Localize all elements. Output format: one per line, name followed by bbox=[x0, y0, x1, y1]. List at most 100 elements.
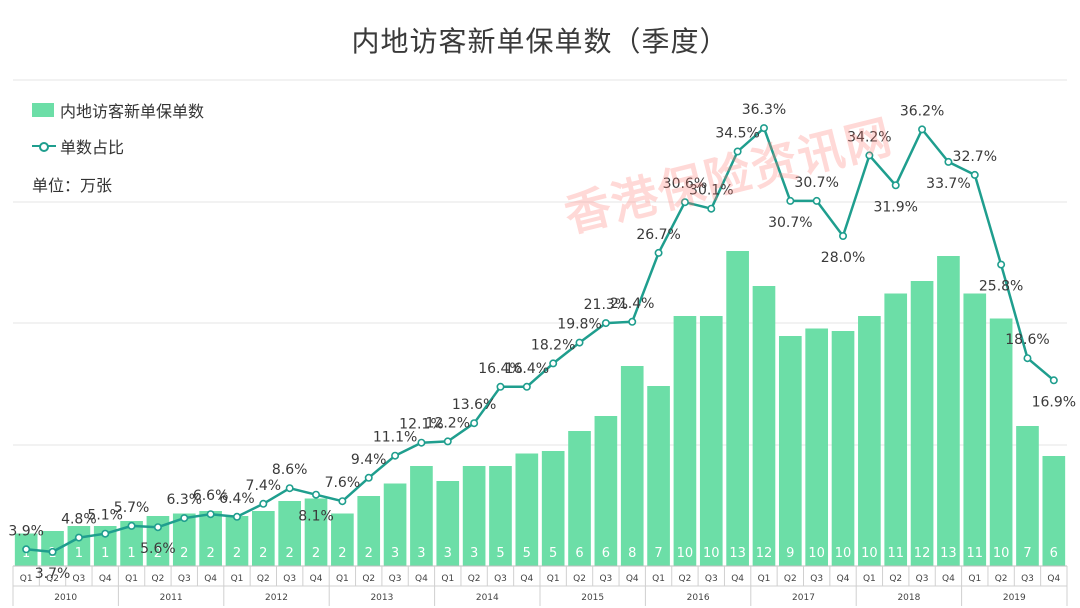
x-tick-label-8: Q1 bbox=[231, 574, 244, 584]
x-tick-label-17: Q2 bbox=[468, 574, 481, 584]
bar-24 bbox=[647, 386, 670, 566]
line-label-27: 34.5% bbox=[715, 126, 759, 142]
bar-label-35: 13 bbox=[940, 546, 957, 561]
bar-25 bbox=[673, 316, 697, 566]
line-point-4 bbox=[127, 521, 136, 530]
line-point-8 bbox=[232, 512, 241, 521]
legend: 内地访客新单保单数 单数占比 单位：万张 bbox=[32, 92, 204, 202]
line-label-23: 21.4% bbox=[610, 296, 654, 312]
bar-label-24: 7 bbox=[654, 546, 662, 561]
bar-label-15: 3 bbox=[417, 546, 425, 561]
line-point-28 bbox=[759, 124, 768, 133]
line-point-23 bbox=[628, 317, 637, 326]
line-point-35 bbox=[944, 157, 953, 166]
line-label-7: 6.6% bbox=[193, 488, 229, 504]
bar-36 bbox=[963, 293, 987, 566]
bar-20 bbox=[541, 451, 565, 566]
x-tick-label-2: Q3 bbox=[72, 574, 85, 584]
legend-bar-swatch bbox=[32, 103, 54, 117]
bar-10 bbox=[278, 501, 302, 566]
line-label-37: 25.8% bbox=[979, 279, 1023, 295]
line-label-24: 26.7% bbox=[636, 227, 680, 243]
year-label-1: 2011 bbox=[160, 593, 183, 603]
bar-35 bbox=[937, 256, 960, 566]
bar-21 bbox=[568, 431, 591, 566]
x-tick-label-10: Q3 bbox=[283, 574, 296, 584]
line-label-17: 13.6% bbox=[452, 397, 496, 413]
legend-line-label: 单数占比 bbox=[60, 138, 125, 157]
line-label-30: 30.7% bbox=[794, 175, 838, 191]
line-label-32: 34.2% bbox=[847, 129, 891, 145]
legend-line-swatch bbox=[32, 139, 56, 153]
bar-label-14: 3 bbox=[391, 546, 399, 561]
bar-label-20: 5 bbox=[549, 546, 557, 561]
line-label-34: 36.2% bbox=[900, 103, 944, 119]
bar-6 bbox=[172, 513, 196, 566]
bar-label-9: 2 bbox=[259, 546, 267, 561]
x-tick-label-30: Q3 bbox=[810, 574, 823, 584]
bar-19 bbox=[515, 453, 539, 566]
line-label-11: 8.1% bbox=[298, 509, 334, 525]
line-label-4: 5.7% bbox=[114, 500, 150, 516]
bar-label-12: 2 bbox=[338, 546, 346, 561]
line-label-6: 6.3% bbox=[166, 492, 202, 508]
bar-label-7: 2 bbox=[206, 546, 214, 561]
line-label-12: 7.6% bbox=[325, 475, 361, 491]
bar-label-33: 11 bbox=[887, 546, 904, 561]
line-label-5: 5.6% bbox=[140, 541, 176, 557]
bar-9 bbox=[251, 511, 275, 566]
year-label-7: 2017 bbox=[792, 593, 815, 603]
bar-16 bbox=[436, 481, 460, 566]
series-line-share bbox=[26, 126, 1055, 554]
line-point-15 bbox=[417, 438, 426, 447]
bar-30 bbox=[805, 328, 829, 566]
bar-label-25: 10 bbox=[677, 546, 694, 561]
bar-5 bbox=[146, 516, 170, 566]
line-label-21: 19.8% bbox=[557, 317, 601, 333]
year-label-2: 2012 bbox=[265, 593, 288, 603]
line-point-38 bbox=[1023, 354, 1032, 363]
x-tick-label-6: Q3 bbox=[178, 574, 191, 584]
line-point-3 bbox=[101, 529, 110, 538]
bar-label-10: 2 bbox=[286, 546, 294, 561]
x-tick-label-19: Q4 bbox=[520, 574, 533, 584]
unit-label: 单位：万张 bbox=[32, 176, 113, 195]
x-tick-label-28: Q1 bbox=[758, 574, 771, 584]
line-point-29 bbox=[786, 196, 795, 205]
line-label-36: 32.7% bbox=[953, 149, 997, 165]
bar-32 bbox=[858, 316, 881, 566]
bar-label-16: 3 bbox=[444, 546, 452, 561]
line-label-14: 11.1% bbox=[373, 430, 417, 446]
bar-label-23: 8 bbox=[628, 546, 636, 561]
bar-label-2: 1 bbox=[75, 546, 83, 561]
bar-label-34: 12 bbox=[914, 546, 931, 561]
line-point-10 bbox=[285, 484, 294, 493]
line-label-33: 31.9% bbox=[873, 199, 917, 215]
line-point-24 bbox=[654, 248, 663, 257]
x-tick-label-20: Q1 bbox=[547, 574, 560, 584]
x-tick-label-15: Q4 bbox=[415, 574, 428, 584]
line-label-18: 16.4% bbox=[478, 361, 522, 377]
bar-11 bbox=[304, 498, 328, 566]
line-label-3: 5.1% bbox=[87, 508, 123, 524]
x-tick-label-34: Q3 bbox=[916, 574, 929, 584]
bar-8 bbox=[225, 516, 249, 566]
bar-33 bbox=[884, 293, 908, 566]
x-tick-label-4: Q1 bbox=[125, 574, 138, 584]
bar-28 bbox=[752, 286, 776, 566]
bar-label-17: 3 bbox=[470, 546, 478, 561]
year-label-0: 2010 bbox=[54, 593, 77, 603]
line-point-37 bbox=[997, 260, 1006, 269]
year-label-6: 2016 bbox=[687, 593, 710, 603]
legend-bar-label: 内地访客新单保单数 bbox=[60, 102, 205, 121]
line-label-29: 30.7% bbox=[768, 215, 812, 231]
line-label-15: 12.1% bbox=[399, 417, 443, 433]
x-tick-label-29: Q2 bbox=[784, 574, 797, 584]
x-tick-label-7: Q4 bbox=[204, 574, 217, 584]
x-tick-label-23: Q4 bbox=[626, 574, 639, 584]
bar-label-32: 10 bbox=[861, 546, 878, 561]
x-tick-label-16: Q1 bbox=[441, 574, 454, 584]
chart-title: 内地访客新单保单数（季度） bbox=[351, 25, 729, 58]
